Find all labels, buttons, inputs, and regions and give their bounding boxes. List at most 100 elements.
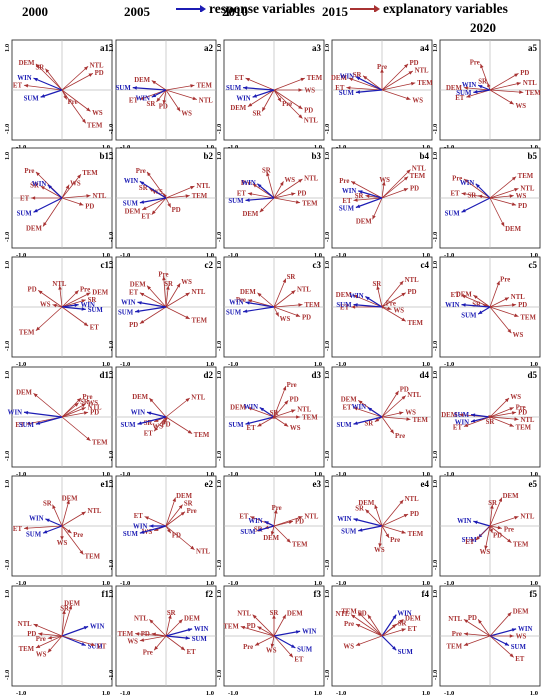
- arrow-tem: [381, 306, 406, 322]
- arrowhead-win: [47, 184, 52, 189]
- x-tick-pos: 1.0: [206, 471, 214, 478]
- arrowhead-pre: [463, 632, 469, 636]
- y-tick-pos: 1.0: [324, 590, 331, 598]
- arrow-sr: [61, 609, 65, 637]
- arrow-label-pd: PD: [247, 623, 256, 630]
- arrow-label-pd: PD: [410, 60, 419, 67]
- arrowhead-sr: [62, 609, 66, 615]
- arrow-label-sr: SR: [30, 183, 39, 190]
- arrow-label-sr: SR: [372, 281, 381, 288]
- arrowhead-pd: [284, 400, 289, 405]
- arrow-tem: [381, 525, 406, 534]
- arrow-pd: [489, 411, 517, 418]
- arrowhead-sum: [185, 636, 190, 640]
- arrow-dem: [247, 407, 275, 418]
- arrow-label-pd: PD: [518, 302, 527, 309]
- arrow-label-ws: WS: [127, 639, 138, 646]
- arrow-label-ws: WS: [290, 425, 301, 432]
- arrow-dem: [247, 89, 275, 107]
- arrow-label-pd: PD: [302, 315, 311, 322]
- arrow-label-et: ET: [408, 626, 418, 633]
- arrow-win: [245, 301, 275, 308]
- arrow-label-tem: TEM: [525, 90, 541, 97]
- arrowhead-ws: [60, 536, 64, 541]
- panel-id-label: c3: [313, 260, 322, 270]
- arrowhead-dem: [498, 497, 502, 502]
- arrow-label-pre: Pre: [470, 59, 480, 66]
- arrow-label-dem: DEM: [132, 394, 148, 401]
- arrow-pd: [381, 513, 409, 527]
- arrow-label-ntl: NTL: [237, 611, 251, 618]
- arrowhead-et: [26, 421, 31, 426]
- arrow-label-tem: TEM: [192, 193, 208, 200]
- arrow-label-sum: SUM: [456, 90, 472, 97]
- arrowhead-pre: [380, 68, 384, 73]
- arrow-tem: [489, 306, 519, 317]
- y-tick-neg: -1.0: [432, 232, 439, 242]
- x-tick-pos: 1.0: [530, 580, 538, 587]
- arrow-et: [245, 77, 275, 91]
- arrowhead-win: [74, 303, 79, 307]
- arrowhead-pd: [511, 202, 517, 206]
- arrowhead-win: [259, 407, 265, 412]
- arrowhead-tem: [190, 84, 195, 88]
- arrow-label-ws: WS: [266, 647, 277, 654]
- arrow-label-pre: Pre: [500, 276, 510, 283]
- x-tick-pos: 1.0: [314, 144, 322, 151]
- panel-c2: c2 -1.0 1.0 -1.0 1.0 Pre SR DEM WS NTL ET TEM PD WIN S…: [108, 256, 217, 368]
- figure-header: 2000 2005 2010 2015 2020 response variab…: [0, 0, 550, 36]
- arrow-sr: [266, 171, 275, 199]
- legend-explanatory-label: explanatory variables: [383, 1, 508, 16]
- arrow-label-ntl: NTL: [134, 615, 148, 622]
- arrow-label-sr: SR: [139, 185, 148, 192]
- arrow-pd: [381, 292, 406, 308]
- arrowhead-pre: [497, 525, 502, 530]
- arrowhead-win: [187, 628, 193, 632]
- year-label-2005: 2005: [124, 4, 150, 19]
- arrow-label-ntl: NTL: [520, 185, 534, 192]
- x-tick-neg: -1.0: [444, 580, 454, 587]
- arrow-sum: [245, 416, 275, 425]
- arrowhead-pd: [514, 73, 519, 77]
- arrow-label-ntl: NTL: [191, 289, 205, 296]
- y-tick-pos: 1.0: [432, 261, 439, 269]
- arrowhead-pd: [167, 528, 171, 534]
- arrow-label-win: WIN: [337, 516, 351, 523]
- arrow-label-ntl: NTL: [520, 417, 534, 424]
- arrow-dem: [165, 497, 176, 527]
- arrow-label-sum: SUM: [17, 211, 33, 218]
- arrow-label-dem: DEM: [64, 601, 80, 608]
- arrowhead-sum: [81, 642, 86, 646]
- y-tick-pos: 1.0: [4, 152, 11, 160]
- arrow-label-et: ET: [144, 430, 154, 437]
- arrowhead-sum: [137, 421, 142, 425]
- arrowhead-ntl: [399, 280, 404, 286]
- arrowhead-sum: [35, 421, 41, 425]
- arrow-label-ws: WS: [510, 394, 521, 401]
- arrowhead-pre: [154, 646, 159, 651]
- arrow-label-tem: TEM: [417, 80, 433, 87]
- arrowhead-ws: [509, 634, 514, 638]
- arrow-label-sum: SUM: [24, 95, 40, 102]
- arrowhead-dem: [473, 295, 478, 299]
- arrow-label-ws: WS: [513, 332, 524, 339]
- arrowhead-ntl: [401, 395, 406, 400]
- arrowhead-sr: [282, 278, 286, 283]
- arrow-label-dem: DEM: [263, 535, 279, 542]
- arrowhead-win: [355, 76, 361, 81]
- panel-d2: d2-1.01.0-1.01.0DEMNTLWINPDSRWSETTEMSUM: [108, 366, 217, 478]
- arrowhead-ntl: [298, 179, 303, 183]
- arrow-label-sum: SUM: [336, 302, 352, 309]
- arrow-label-sr: SR: [398, 620, 407, 627]
- arrow-label-sr: SR: [467, 193, 476, 200]
- arrow-label-dem: DEM: [513, 608, 529, 615]
- arrow-label-pre: Pre: [80, 286, 90, 293]
- arrowhead-tem: [185, 194, 190, 198]
- arrowhead-pd: [478, 619, 482, 624]
- arrow-ws: [165, 89, 181, 112]
- arrow-label-pre: Pre: [187, 508, 197, 515]
- arrowhead-pre: [76, 398, 81, 403]
- panel-a5: a5 -1.0 1.0 -1.0 1.0 Pre PD NTL TEM WS DEM ET SRWINS…: [432, 39, 541, 151]
